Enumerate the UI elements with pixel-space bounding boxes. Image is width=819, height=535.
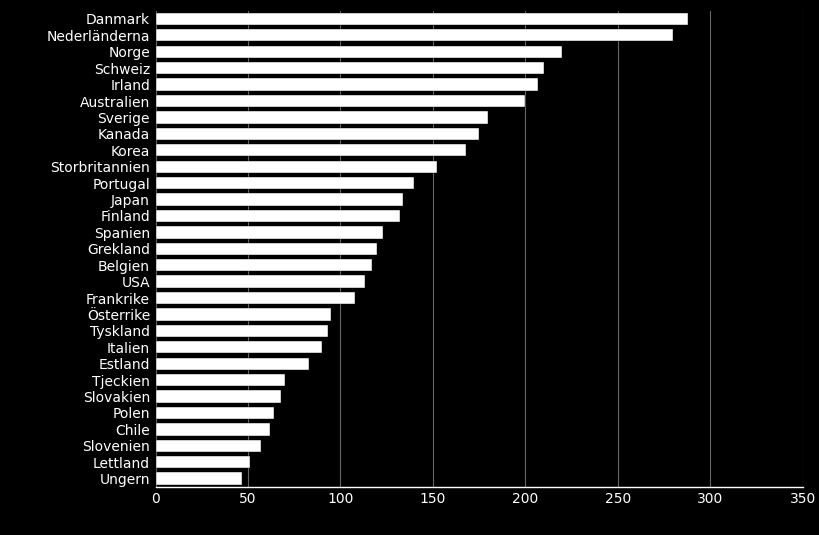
Bar <box>156 308 331 320</box>
Bar <box>156 259 372 271</box>
Bar <box>156 292 355 304</box>
Bar <box>156 128 479 140</box>
Bar <box>156 13 688 25</box>
Bar <box>156 45 563 58</box>
Bar <box>156 29 673 42</box>
Bar <box>156 440 261 452</box>
Bar <box>156 226 383 239</box>
Bar <box>156 472 242 485</box>
Bar <box>156 62 544 74</box>
Bar <box>156 325 328 337</box>
Bar <box>156 144 466 156</box>
Bar <box>156 242 378 255</box>
Bar <box>156 357 309 370</box>
Bar <box>156 456 250 468</box>
Bar <box>156 341 322 354</box>
Bar <box>156 374 285 386</box>
Bar <box>156 177 414 189</box>
Bar <box>156 423 270 435</box>
Bar <box>156 79 538 91</box>
Bar <box>156 111 488 124</box>
Bar <box>156 391 281 403</box>
Bar <box>156 276 364 288</box>
Bar <box>156 193 403 205</box>
Bar <box>156 95 525 107</box>
Bar <box>156 210 400 222</box>
Bar <box>156 407 274 419</box>
Bar <box>156 160 437 173</box>
